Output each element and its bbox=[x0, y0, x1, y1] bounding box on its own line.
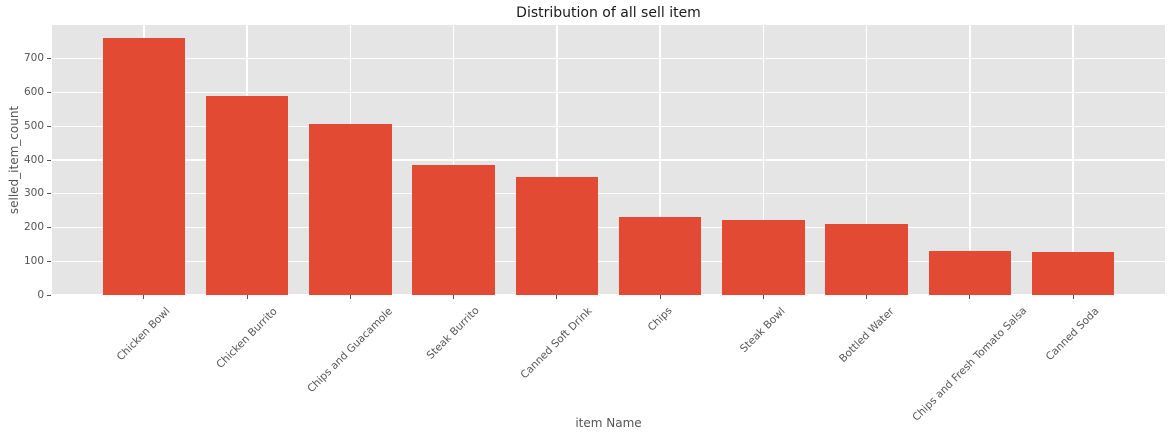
y-tick-label: 200 bbox=[23, 221, 44, 233]
x-tick-mark bbox=[866, 295, 868, 299]
y-axis-label: selled_item_count bbox=[7, 105, 21, 215]
gridline-horizontal bbox=[52, 294, 1165, 296]
x-tick-mark bbox=[969, 295, 971, 299]
bar-chicken-bowl bbox=[102, 38, 186, 295]
gridline-vertical bbox=[762, 25, 765, 295]
x-tick-mark bbox=[556, 295, 558, 299]
gridline-horizontal bbox=[52, 260, 1165, 262]
y-tick-mark bbox=[47, 58, 51, 60]
bar-steak-burrito bbox=[412, 164, 495, 295]
y-tick-label: 300 bbox=[23, 187, 44, 200]
bar-canned-soda bbox=[1031, 252, 1115, 295]
bar-steak-bowl bbox=[722, 220, 805, 295]
gridline-vertical bbox=[969, 25, 971, 295]
x-axis-label: item Name bbox=[575, 416, 642, 430]
y-tick-mark bbox=[47, 260, 51, 262]
x-tick-mark bbox=[143, 295, 145, 299]
bar-chips-and-fresh-tomato-salsa bbox=[928, 251, 1012, 295]
x-tick-label: Chips bbox=[645, 304, 675, 335]
x-tick-label: Steak Burrito bbox=[424, 305, 482, 363]
x-tick-label: Chicken Bowl bbox=[114, 305, 173, 363]
x-tick-mark bbox=[246, 295, 248, 299]
y-tick-label: 700 bbox=[23, 52, 44, 65]
chart-title: Distribution of all sell item bbox=[516, 5, 701, 21]
x-tick-mark bbox=[453, 295, 455, 299]
y-tick-mark bbox=[47, 159, 51, 161]
x-tick-label: Chips and Guacamole bbox=[305, 305, 395, 395]
x-tick-label: Canned Soda bbox=[1043, 305, 1102, 363]
y-tick-label: 600 bbox=[23, 86, 44, 98]
x-tick-label: Steak Bowl bbox=[738, 304, 788, 355]
gridline-vertical bbox=[659, 25, 661, 295]
x-tick-mark bbox=[659, 295, 661, 299]
y-tick-label: 400 bbox=[23, 153, 44, 166]
gridline-horizontal bbox=[52, 125, 1165, 127]
gridline-horizontal bbox=[52, 226, 1165, 229]
bar-chips bbox=[618, 217, 702, 295]
x-tick-mark bbox=[349, 295, 351, 299]
gridline-horizontal bbox=[52, 91, 1165, 94]
y-tick-mark bbox=[47, 125, 51, 127]
bar-bottled-water bbox=[825, 223, 908, 295]
gridline-horizontal bbox=[52, 159, 1165, 161]
x-tick-label: Chicken Burrito bbox=[213, 305, 280, 371]
y-tick-mark bbox=[47, 294, 51, 296]
gridline-horizontal bbox=[52, 58, 1165, 60]
y-tick-label: 0 bbox=[37, 288, 44, 301]
x-tick-label: Chips and Fresh Tomato Salsa bbox=[910, 304, 1030, 424]
y-tick-label: 100 bbox=[23, 254, 44, 267]
y-tick-mark bbox=[47, 227, 51, 228]
gridline-vertical bbox=[865, 25, 868, 295]
y-tick-label: 500 bbox=[23, 119, 44, 132]
bar-canned-soft-drink bbox=[515, 176, 599, 295]
x-tick-mark bbox=[762, 295, 764, 299]
gridline-horizontal bbox=[52, 193, 1165, 195]
bar-chips-and-guacamole bbox=[309, 124, 392, 295]
y-tick-mark bbox=[47, 92, 51, 93]
bar-chicken-burrito bbox=[205, 95, 289, 295]
x-tick-mark bbox=[1072, 295, 1074, 299]
x-tick-label: Bottled Water bbox=[836, 304, 897, 365]
x-tick-label: Canned Soft Drink bbox=[518, 305, 595, 382]
y-tick-mark bbox=[47, 193, 51, 195]
plot-area bbox=[52, 25, 1165, 296]
gridline-vertical bbox=[556, 25, 558, 295]
gridline-vertical bbox=[452, 25, 455, 295]
gridline-vertical bbox=[1072, 25, 1074, 295]
